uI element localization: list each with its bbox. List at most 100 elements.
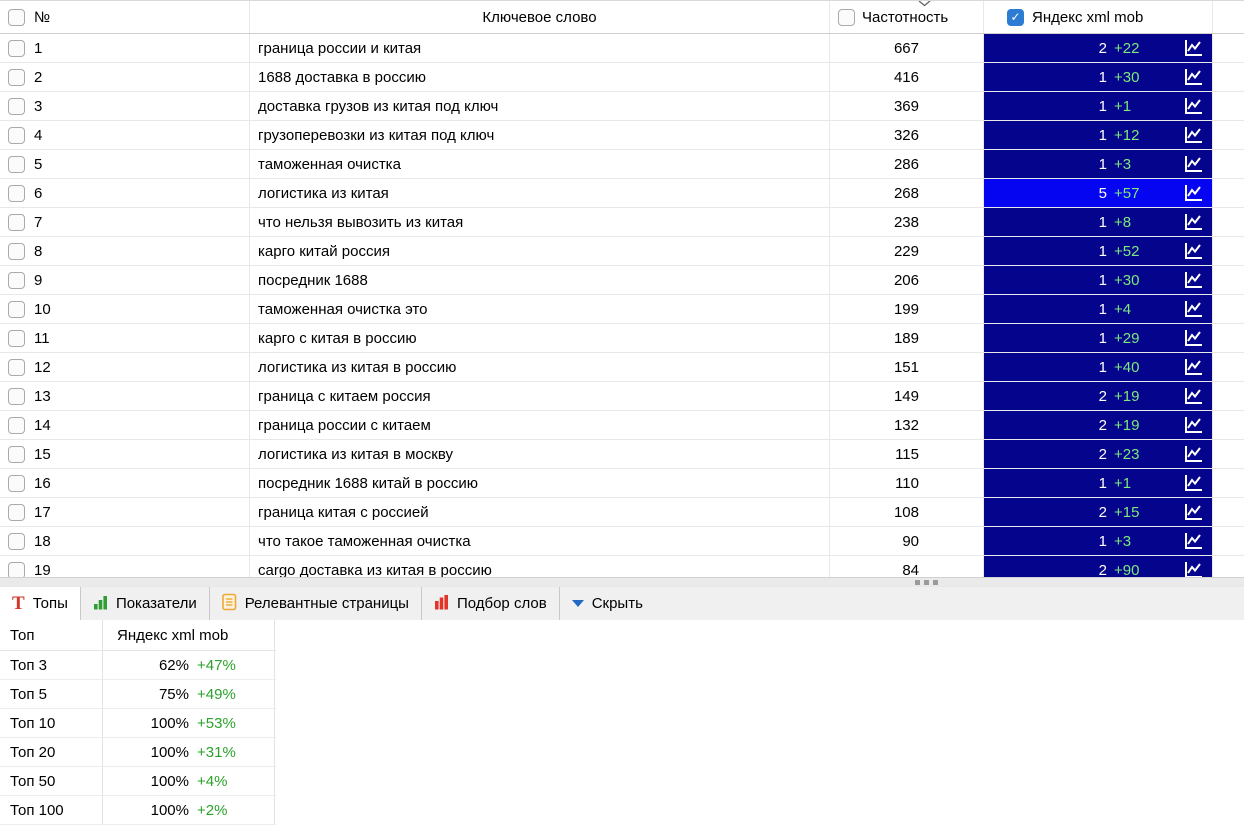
table-row[interactable]: 11 карго с китая в россию 189 1 +29 [0,324,1244,353]
rank-column-header[interactable]: Яндекс xml mob [984,1,1213,33]
line-chart-icon[interactable] [1182,67,1204,87]
row-checkbox[interactable] [8,358,25,376]
line-chart-icon[interactable] [1182,96,1204,116]
line-chart-icon[interactable] [1182,125,1204,145]
frequency-column-checkbox[interactable] [838,8,855,26]
rank-change: +3 [1114,155,1132,173]
frequency-column-header[interactable]: Частотность [830,1,984,33]
summary-top-label: Топ 100 [0,796,103,824]
line-chart-icon[interactable] [1182,444,1204,464]
table-row[interactable]: 16 посредник 1688 китай в россию 110 1 +… [0,469,1244,498]
tab-hide[interactable]: Скрыть [560,587,655,620]
row-checkbox[interactable] [8,474,25,492]
line-chart-icon[interactable] [1182,560,1204,577]
summary-percent: 100% [150,714,189,732]
table-row[interactable]: 12 логистика из китая в россию 151 1 +40 [0,353,1244,382]
row-checkbox[interactable] [8,329,25,347]
row-num-cell: 4 [0,121,250,149]
line-chart-icon[interactable] [1182,531,1204,551]
table-row[interactable]: 19 cargo доставка из китая в россию 84 2… [0,556,1244,577]
frequency-cell: 326 [830,121,984,149]
tab-label: Скрыть [591,595,643,612]
table-row[interactable]: 6 логистика из китая 268 5 +57 [0,179,1244,208]
row-checkbox[interactable] [8,387,25,405]
line-chart-icon[interactable] [1182,415,1204,435]
keyword-column-header[interactable]: Ключевое слово [250,1,830,33]
row-checkbox[interactable] [8,271,25,289]
line-chart-icon[interactable] [1182,154,1204,174]
table-row[interactable]: 7 что нельзя вывозить из китая 238 1 +8 [0,208,1244,237]
line-chart-icon[interactable] [1182,183,1204,203]
row-checkbox[interactable] [8,300,25,318]
table-row[interactable]: 13 граница с китаем россия 149 2 +19 [0,382,1244,411]
row-num-cell: 12 [0,353,250,381]
line-chart-icon[interactable] [1182,328,1204,348]
row-number: 11 [34,329,50,347]
row-checkbox[interactable] [8,39,25,57]
row-spacer [1213,498,1244,526]
row-checkbox[interactable] [8,242,25,260]
line-chart-icon[interactable] [1182,212,1204,232]
select-all-checkbox[interactable] [8,8,25,26]
line-chart-icon[interactable] [1182,386,1204,406]
rank-column-label: Яндекс xml mob [1032,8,1144,26]
line-chart-icon[interactable] [1182,473,1204,493]
table-row[interactable]: 3 доставка грузов из китая под ключ 369 … [0,92,1244,121]
rank-column-checkbox[interactable] [1007,8,1024,26]
table-row[interactable]: 1 граница россии и китая 667 2 +22 [0,34,1244,63]
table-row[interactable]: 8 карго китай россия 229 1 +52 [0,237,1244,266]
red-bar-chart-icon [434,594,449,614]
row-checkbox[interactable] [8,561,25,577]
row-num-cell: 11 [0,324,250,352]
table-row[interactable]: 15 логистика из китая в москву 115 2 +23 [0,440,1244,469]
table-row[interactable]: 2 1688 доставка в россию 416 1 +30 [0,63,1244,92]
line-chart-icon[interactable] [1182,502,1204,522]
row-checkbox[interactable] [8,184,25,202]
frequency-cell: 115 [830,440,984,468]
row-checkbox[interactable] [8,532,25,550]
row-num-cell: 9 [0,266,250,294]
row-checkbox[interactable] [8,213,25,231]
line-chart-icon[interactable] [1182,241,1204,261]
keyword-cell: карго с китая в россию [250,324,830,352]
summary-percent: 100% [150,743,189,761]
drag-dots-icon[interactable] [915,580,938,585]
table-header-row: № Ключевое слово Частотность Яндекс xml … [0,1,1244,34]
line-chart-icon[interactable] [1182,299,1204,319]
tab-tops[interactable]: T Топы [0,587,81,620]
chevron-down-icon[interactable] [918,1,931,7]
line-chart-icon[interactable] [1182,38,1204,58]
line-chart-icon[interactable] [1182,357,1204,377]
frequency-cell: 268 [830,179,984,207]
row-checkbox[interactable] [8,445,25,463]
summary-change: +2% [197,801,228,819]
row-num-cell: 16 [0,469,250,497]
row-checkbox[interactable] [8,503,25,521]
summary-change: +49% [197,685,236,703]
table-row[interactable]: 10 таможенная очистка это 199 1 +4 [0,295,1244,324]
table-row[interactable]: 18 что такое таможенная очистка 90 1 +3 [0,527,1244,556]
panel-splitter[interactable] [0,577,1244,586]
tab-indicators[interactable]: Показатели [81,587,210,620]
rank-cell: 1 +3 [984,527,1213,555]
table-row[interactable]: 4 грузоперевозки из китая под ключ 326 1… [0,121,1244,150]
keyword-cell: логистика из китая в россию [250,353,830,381]
table-row[interactable]: 14 граница россии с китаем 132 2 +19 [0,411,1244,440]
row-checkbox[interactable] [8,97,25,115]
table-body: 1 граница россии и китая 667 2 +22 [0,34,1244,577]
row-checkbox[interactable] [8,155,25,173]
rank-cell: 1 +12 [984,121,1213,149]
rank-value: 1 [1098,155,1107,173]
row-number: 5 [34,155,43,173]
row-num-cell: 10 [0,295,250,323]
table-row[interactable]: 5 таможенная очистка 286 1 +3 [0,150,1244,179]
row-checkbox[interactable] [8,68,25,86]
row-checkbox[interactable] [8,126,25,144]
tab-word-picker[interactable]: Подбор слов [422,587,560,620]
row-checkbox[interactable] [8,416,25,434]
tab-relevant-pages[interactable]: Релевантные страницы [210,587,422,620]
table-row[interactable]: 17 граница китая с россией 108 2 +15 [0,498,1244,527]
summary-change: +31% [197,743,236,761]
line-chart-icon[interactable] [1182,270,1204,290]
table-row[interactable]: 9 посредник 1688 206 1 +30 [0,266,1244,295]
